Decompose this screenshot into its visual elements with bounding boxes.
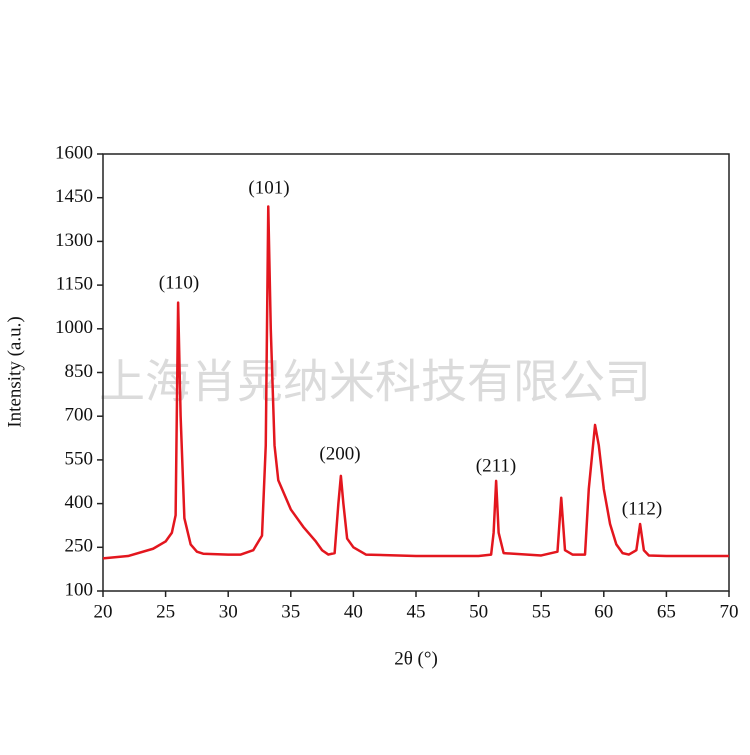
x-tick-label: 40	[344, 601, 363, 622]
peak-label: (110)	[159, 272, 199, 293]
x-tick-label: 30	[219, 601, 238, 622]
x-tick-label: 45	[407, 601, 426, 622]
y-tick-label: 400	[65, 492, 94, 513]
peak-label: (200)	[319, 443, 360, 464]
y-tick-label: 1150	[56, 273, 93, 294]
y-tick-label: 1450	[55, 186, 93, 207]
x-axis-label: 2θ (°)	[394, 648, 438, 669]
x-tick-label: 35	[281, 601, 300, 622]
y-axis-label: Intensity (a.u.)	[4, 316, 25, 427]
x-tick-label: 25	[156, 601, 175, 622]
y-tick-label: 250	[65, 536, 94, 557]
y-tick-label: 1000	[55, 317, 93, 338]
x-tick-label: 50	[469, 601, 488, 622]
peak-label: (101)	[248, 177, 289, 198]
x-tick-label: 60	[594, 601, 613, 622]
y-tick-label: 1600	[55, 142, 93, 163]
peak-label: (112)	[622, 498, 662, 519]
y-tick-label: 550	[65, 448, 94, 469]
watermark: 上海肖晃纳米科技有限公司	[99, 355, 651, 409]
x-tick-label: 55	[532, 601, 551, 622]
x-tick-label: 70	[720, 601, 739, 622]
data-line	[102, 205, 729, 560]
x-tick-label: 20	[94, 601, 113, 622]
y-tick-label: 1300	[55, 230, 93, 251]
y-tick-label: 700	[65, 405, 94, 426]
peak-label: (211)	[476, 455, 516, 476]
x-tick-label: 65	[657, 601, 676, 622]
y-tick-label: 100	[65, 579, 94, 600]
y-tick-label: 850	[65, 361, 94, 382]
